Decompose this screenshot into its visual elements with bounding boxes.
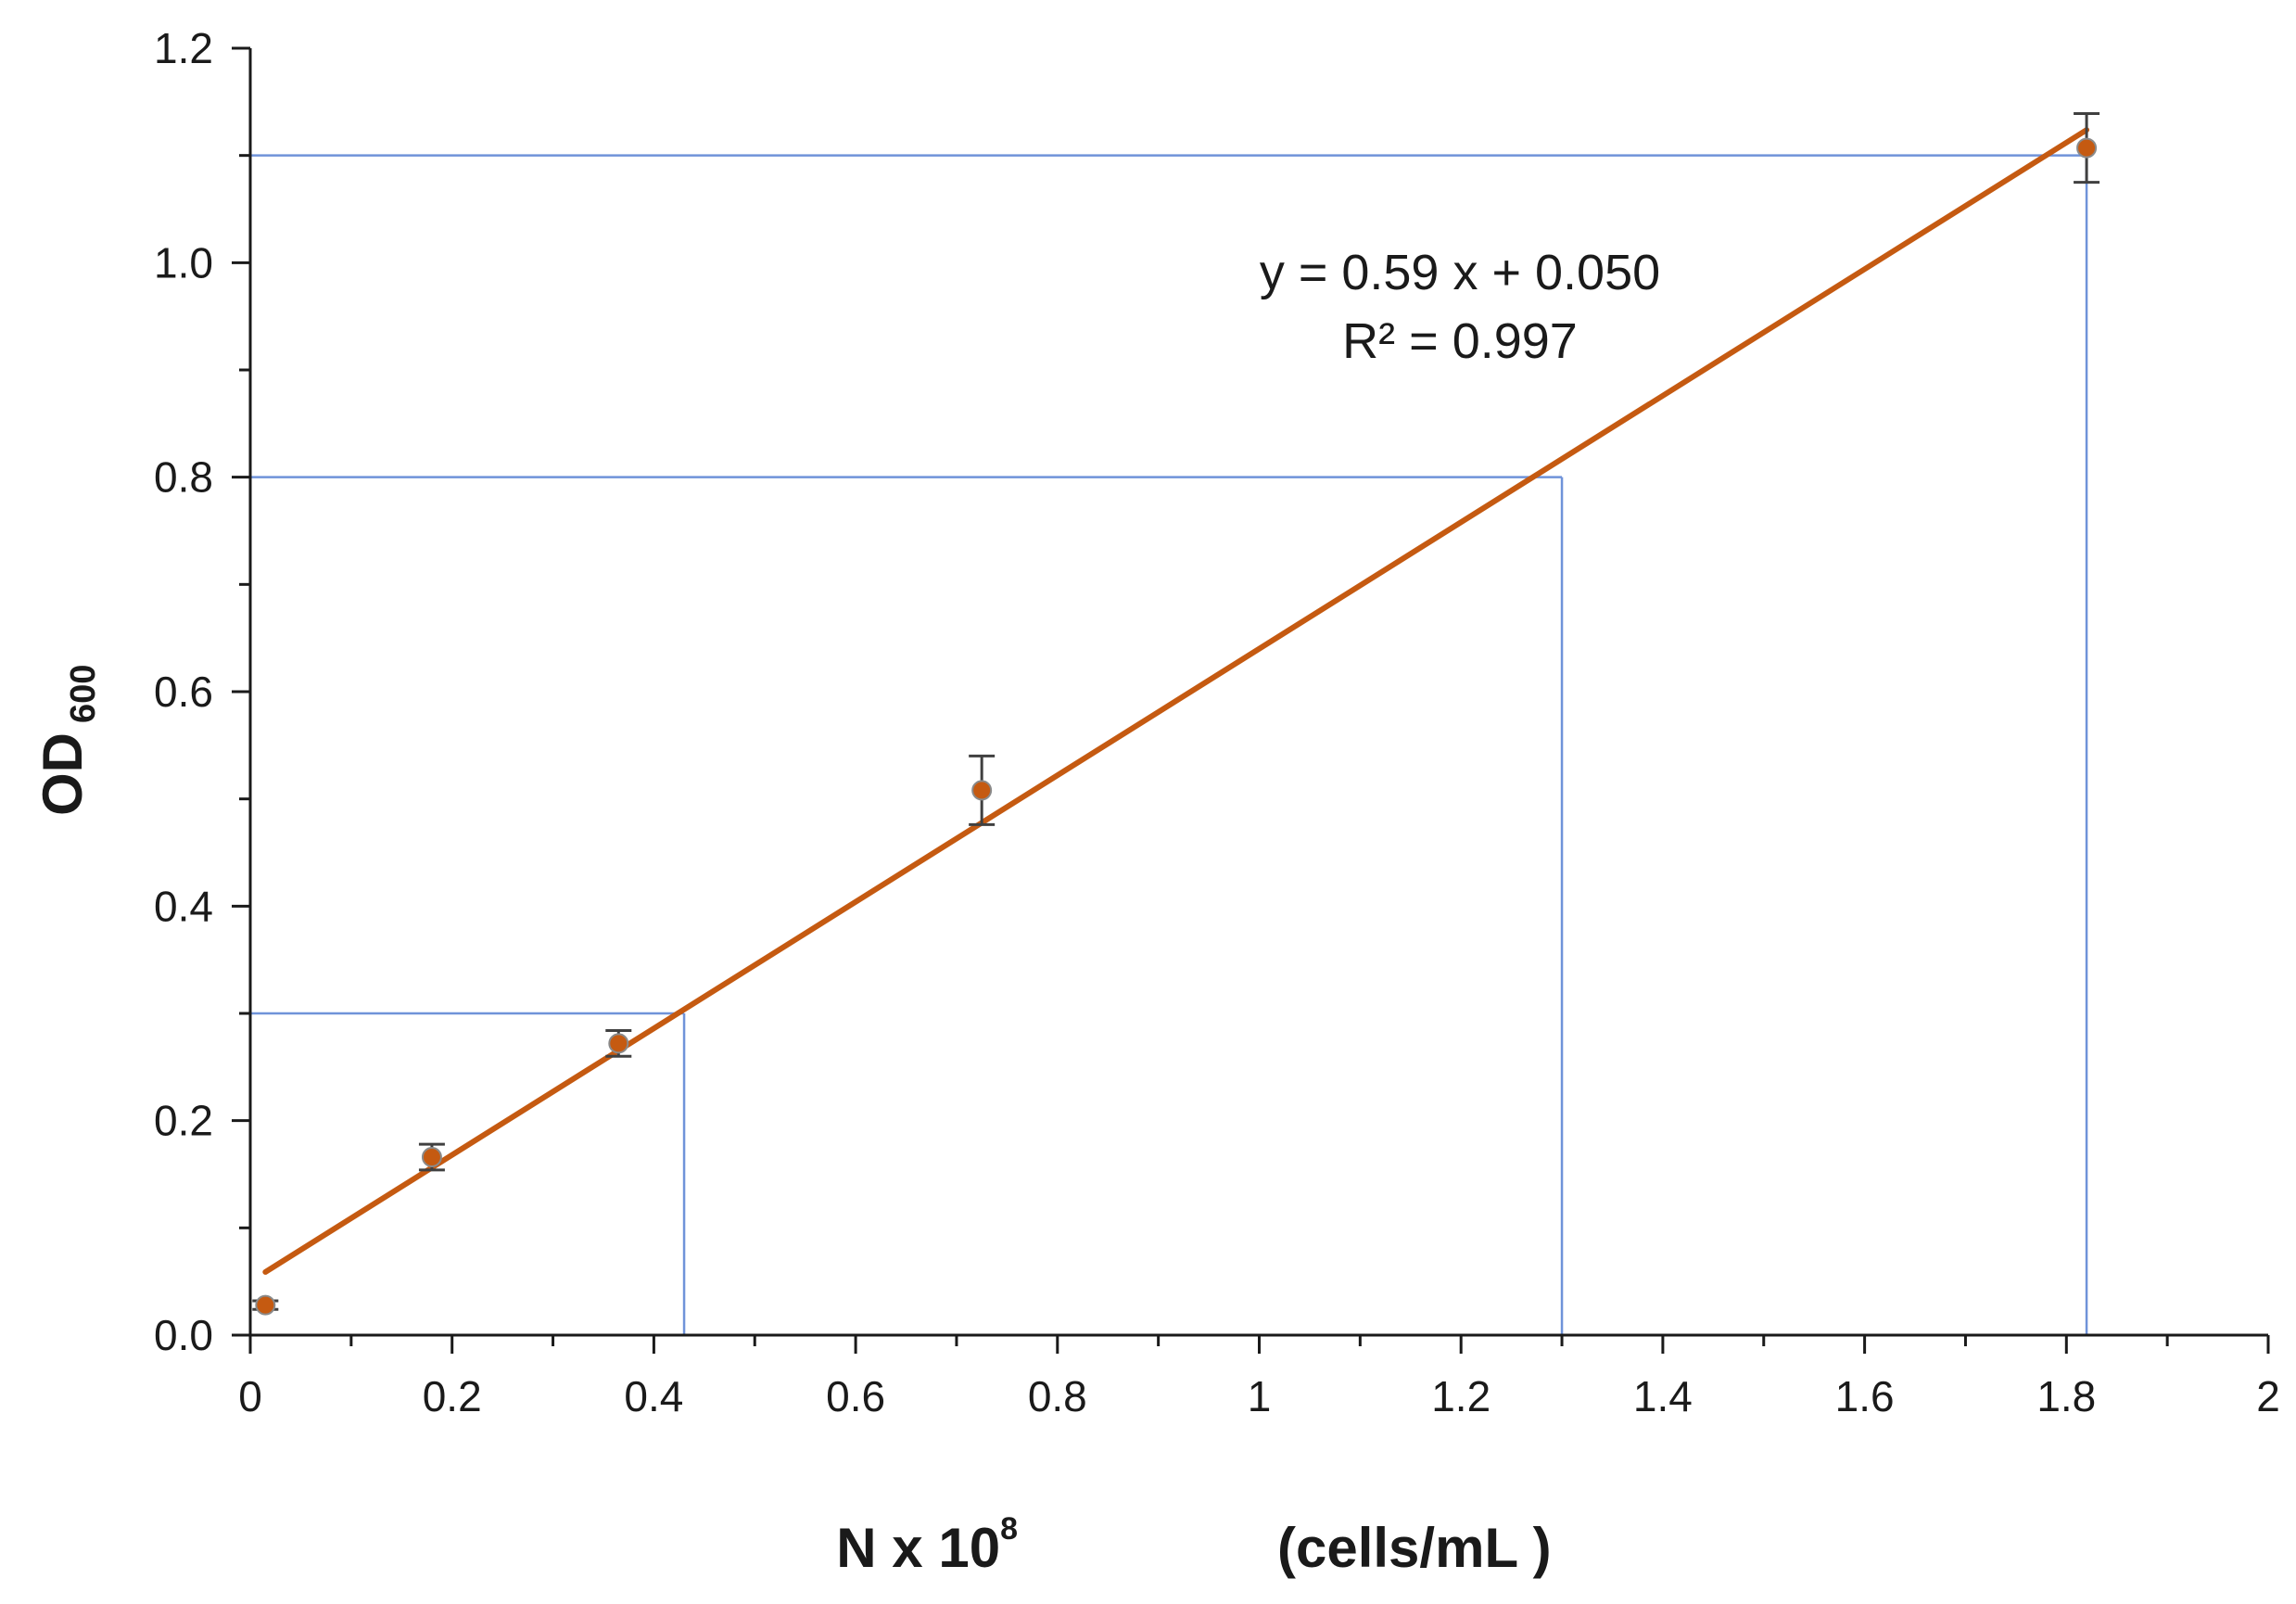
data-point [971,780,993,801]
y-tick-label: 1.2 [154,24,213,72]
trendline-r2-label: R² = 0.997 [1342,313,1578,369]
x-axis-title-units: (cells/mL ) [1277,1517,1552,1579]
y-tick-label: 0.2 [154,1097,213,1145]
x-tick-label: 2 [2256,1372,2280,1420]
x-tick-label: 0.2 [423,1372,482,1420]
trendline-group [262,127,2090,1275]
trendline-equation-label: y = 0.59 x + 0.050 [1260,245,1660,300]
y-tick-label: 0.8 [154,453,213,502]
x-tick-label: 0.6 [826,1372,885,1420]
x-axis-title-superscript: 8 [1000,1511,1018,1547]
data-point [608,1033,629,1054]
data-point [2076,137,2098,159]
x-tick-label: 1.4 [1633,1372,1693,1420]
y-tick-label: 1.0 [154,238,213,286]
trendline [262,127,2090,1275]
x-tick-label: 1.6 [1835,1372,1895,1420]
y-tick-label: 0.4 [154,882,213,930]
y-tick-label: 0.6 [154,668,213,716]
tick-labels: 0 0.2 0.4 0.6 0.8 1 1.2 1.4 1.6 1.8 2 0.0 0.2 0.4 0.6 0… [154,24,2280,1420]
x-tick-label: 1 [1248,1372,1272,1420]
x-tick-label: 1.2 [1431,1372,1490,1420]
y-axis-title-main: OD [32,732,94,816]
x-tick-label: 0 [238,1372,262,1420]
data-points [255,137,2098,1316]
x-tick-label: 0.4 [624,1372,683,1420]
x-tick-label: 0.8 [1028,1372,1087,1420]
x-axis-title: N x 108 [836,1511,1018,1579]
axes [232,46,2270,1354]
data-point [421,1146,442,1167]
y-axis-title-subscript: 600 [64,665,103,723]
x-axis-title-main: N x 10 [836,1517,1000,1579]
guide-lines [250,154,2088,1335]
y-axis-title: OD 600 [32,665,103,816]
y-tick-label: 0.0 [154,1311,213,1359]
x-tick-label: 1.8 [2036,1372,2096,1420]
data-point [255,1294,276,1316]
